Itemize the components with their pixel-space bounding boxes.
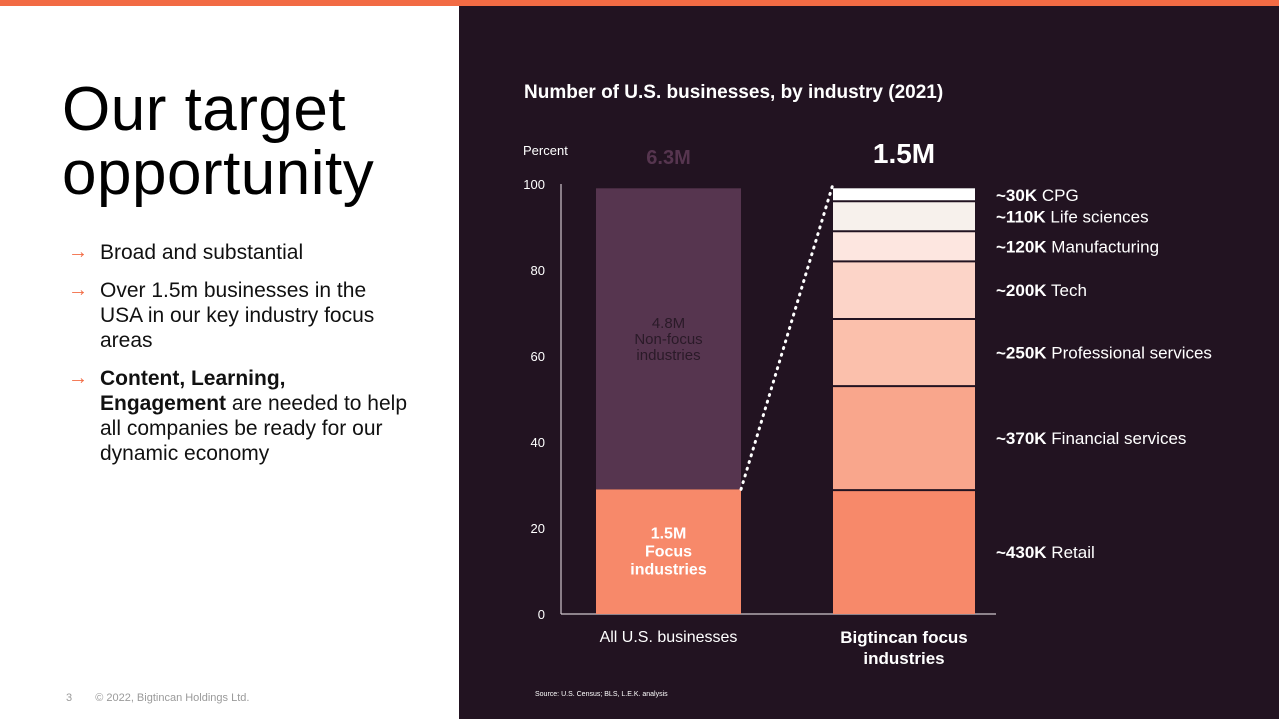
segment-name: CPG xyxy=(1037,186,1079,205)
segment-count: ~250K xyxy=(996,344,1047,363)
arrow-right-icon: → xyxy=(68,279,88,301)
bar-segment-label: industries xyxy=(636,347,700,364)
segment-name: Tech xyxy=(1047,281,1087,300)
stacked-bar-chart: Number of U.S. businesses, by industry (… xyxy=(523,82,1212,698)
bullet-text: Over 1.5m businesses in the USA in our k… xyxy=(100,279,375,352)
bar-segment-label: 4.8M xyxy=(652,315,685,332)
page-number: 3 xyxy=(66,692,73,704)
bar-segment-non-focus xyxy=(596,188,741,490)
slide-footer: 3 © 2022, Bigtincan Holdings Ltd. xyxy=(66,692,269,704)
bar-segment xyxy=(833,261,975,320)
segment-count: ~430K xyxy=(996,543,1047,562)
slide-title-line-2: opportunity xyxy=(62,139,375,208)
bar-segment-focus xyxy=(596,489,741,614)
segment-count: ~370K xyxy=(996,429,1047,448)
segment-label: ~250K Professional services xyxy=(996,344,1212,363)
x-category-label: Bigtincan focus xyxy=(840,628,968,647)
text-panel xyxy=(0,6,459,719)
bar-segment-label: Non-focus xyxy=(634,331,702,348)
y-tick-label: 100 xyxy=(523,177,545,192)
y-tick-label: 20 xyxy=(531,521,545,536)
segment-label: ~30K CPG xyxy=(996,186,1079,205)
bullet-list: → Broad and substantial → Over 1.5m busi… xyxy=(68,240,408,479)
segment-name: Financial services xyxy=(1047,429,1187,448)
bar-segment xyxy=(833,319,975,387)
y-axis-label: Percent xyxy=(523,143,568,158)
segment-count: ~110K xyxy=(996,207,1046,226)
bar-segment xyxy=(833,490,975,614)
segment-name: Manufacturing xyxy=(1047,237,1159,256)
segment-count: ~200K xyxy=(996,281,1047,300)
y-tick-label: 80 xyxy=(531,263,545,278)
bar-segment xyxy=(833,231,975,262)
segment-label: ~110K Life sciences xyxy=(996,207,1149,226)
slide-title-line-1: Our target xyxy=(62,75,347,144)
bullet-item: → Broad and substantial xyxy=(68,240,408,265)
arrow-right-icon: → xyxy=(68,367,88,389)
segment-name: Retail xyxy=(1047,543,1095,562)
chart-panel: Number of U.S. businesses, by industry (… xyxy=(459,6,1279,719)
segment-count: ~120K xyxy=(996,237,1047,256)
segment-name: Life sciences xyxy=(1046,207,1149,226)
bar-segment-label: industries xyxy=(630,562,707,579)
segment-count: ~30K xyxy=(996,186,1038,205)
source-note: Source: U.S. Census; BLS, L.E.K. analysi… xyxy=(535,691,668,698)
bar-segment-label: 1.5M xyxy=(651,526,687,543)
bullet-item: → Over 1.5m businesses in the USA in our… xyxy=(68,278,408,353)
copyright: © 2022, Bigtincan Holdings Ltd. xyxy=(95,692,250,704)
chart-title: Number of U.S. businesses, by industry (… xyxy=(524,82,943,103)
top-accent-bar xyxy=(0,0,1279,6)
bullet-item: → Content, Learning, Engagement are need… xyxy=(68,366,408,466)
y-tick-label: 0 xyxy=(538,607,545,622)
x-category-label: All U.S. businesses xyxy=(600,629,738,646)
bar-total-label: 1.5M xyxy=(873,138,935,169)
bar-total-label: 6.3M xyxy=(646,147,690,169)
segment-label: ~430K Retail xyxy=(996,543,1095,562)
bullet-bold-text: Content, Learning, Engagement xyxy=(100,367,286,415)
segment-name: Professional services xyxy=(1047,344,1212,363)
slide-title: Our target opportunity xyxy=(62,78,374,206)
bar-segment xyxy=(833,201,975,232)
bar-segment-label: Focus xyxy=(645,544,692,561)
segment-label: ~120K Manufacturing xyxy=(996,237,1159,256)
bar-segment xyxy=(833,386,975,491)
bullet-text: are needed to help all companies be read… xyxy=(100,392,408,465)
arrow-right-icon: → xyxy=(68,241,88,263)
x-category-label: industries xyxy=(863,649,944,668)
segment-label: ~200K Tech xyxy=(996,281,1087,300)
bullet-text: Broad and substantial xyxy=(100,241,304,264)
segment-label: ~370K Financial services xyxy=(996,429,1186,448)
bar-segment xyxy=(833,188,975,202)
connector-dotted-line xyxy=(739,182,835,491)
y-tick-label: 40 xyxy=(531,435,545,450)
y-tick-label: 60 xyxy=(531,349,545,364)
